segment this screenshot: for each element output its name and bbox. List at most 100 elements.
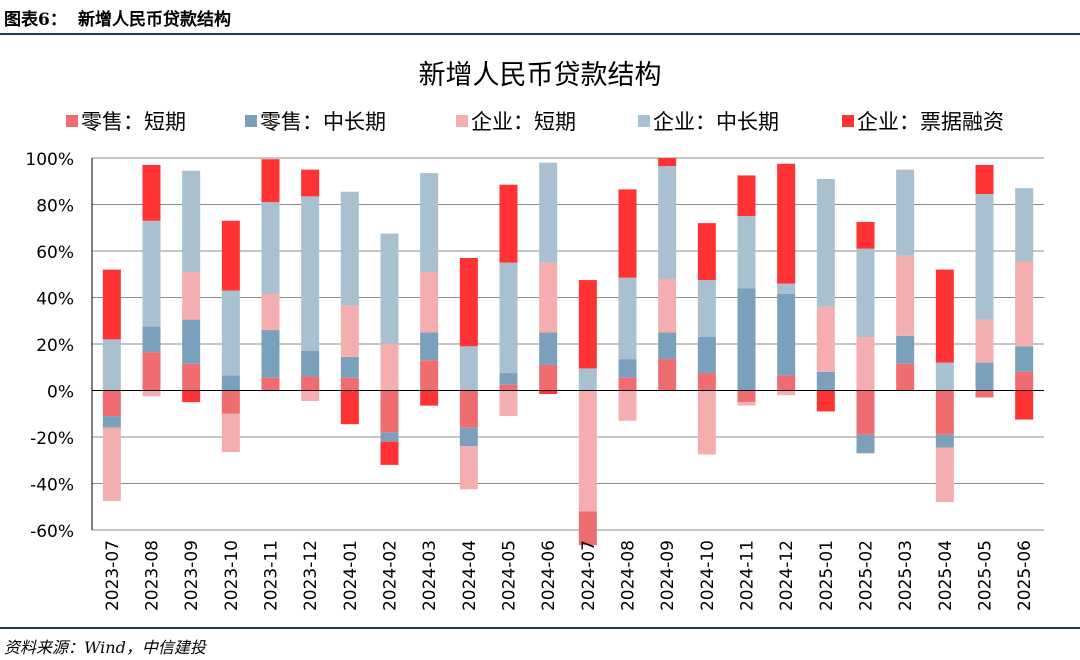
bar-segment: [182, 390, 201, 403]
bar-segment: [340, 191, 359, 306]
bar-segment: [618, 189, 637, 278]
bar-segment: [935, 362, 954, 391]
legend-item: 零售：中长期: [245, 110, 386, 134]
bar-segment: [697, 337, 716, 374]
bar-segment: [935, 447, 954, 503]
bar-segment: [102, 269, 121, 340]
bar-segment: [816, 306, 835, 372]
x-tick-label: 2025-02: [857, 540, 877, 611]
bar-segment: [142, 352, 161, 391]
bar-segment: [658, 332, 677, 360]
bar-segment: [975, 362, 994, 391]
x-tick-label: 2024-12: [777, 540, 797, 611]
legend-item: 企业：中长期: [638, 110, 779, 134]
x-tick-label: 2025-04: [936, 540, 956, 611]
bar-segment: [935, 434, 954, 448]
x-tick-label: 2024-09: [658, 540, 678, 611]
axes: -60% -40% -20% 0% 20% 40% 60% 80% 100% 2023-07 202…: [25, 150, 1044, 611]
x-tick-label: 2024-10: [698, 540, 718, 611]
bar-segment: [856, 390, 875, 435]
bar-segment: [261, 202, 280, 295]
bar-segment: [539, 364, 558, 391]
bar-segment: [499, 262, 518, 374]
legend-label: 零售：短期: [81, 110, 186, 134]
y-tick-label: 0%: [47, 383, 74, 403]
bar-segment: [737, 390, 756, 403]
bar-segment: [539, 332, 558, 365]
bar-segment: [618, 377, 637, 391]
bar-segment: [420, 332, 439, 361]
bar-segment: [499, 373, 518, 385]
legend-label: 零售：中长期: [260, 110, 386, 134]
bar-segment: [896, 335, 915, 364]
bar-segment: [737, 288, 756, 391]
bar-segment: [380, 432, 399, 442]
x-tick-label: 2024-11: [738, 540, 758, 611]
bar-segment: [420, 390, 439, 406]
bar-segment: [737, 175, 756, 217]
bar-segment: [102, 427, 121, 501]
bar-segment: [340, 305, 359, 357]
bar-segment: [1015, 188, 1034, 262]
legend-swatch: [638, 115, 650, 127]
top-rule: [0, 33, 1080, 35]
bar-segment: [380, 344, 399, 391]
bar-segment: [340, 356, 359, 378]
x-tick-label: 2024-02: [381, 540, 401, 611]
bar-segment: [459, 346, 478, 391]
y-tick-label: 20%: [36, 336, 74, 356]
bar-segment: [221, 220, 240, 291]
bar-segment: [578, 280, 597, 369]
y-tick-label: 60%: [36, 243, 74, 263]
bar-segment: [221, 413, 240, 453]
bar-segment: [697, 223, 716, 281]
bars: [102, 158, 1034, 546]
bar-segment: [102, 390, 121, 417]
bar-segment: [658, 158, 677, 167]
bar-segment: [261, 294, 280, 331]
bar-segment: [1015, 346, 1034, 372]
bar-segment: [737, 216, 756, 289]
bar-segment: [182, 363, 201, 391]
x-tick-label: 2024-08: [619, 540, 639, 611]
bar-segment: [499, 384, 518, 391]
bar-segment: [340, 390, 359, 425]
bar-segment: [856, 337, 875, 391]
bar-segment: [777, 283, 796, 295]
x-tick-label: 2025-03: [896, 540, 916, 611]
legend-label: 企业：短期: [471, 110, 576, 134]
legend-swatch: [245, 115, 257, 127]
bar-segment: [578, 368, 597, 391]
bar-segment: [1015, 390, 1034, 420]
bar-segment: [658, 278, 677, 333]
bar-segment: [102, 339, 121, 391]
bar-segment: [301, 196, 320, 351]
figure-title: 新增人民币贷款结构: [78, 10, 231, 30]
bottom-rule: [0, 627, 1080, 629]
bar-segment: [777, 163, 796, 284]
bar-segment: [301, 350, 320, 377]
bar-segment: [816, 371, 835, 391]
legend-swatch: [842, 115, 854, 127]
bar-segment: [499, 184, 518, 263]
chart-title: 新增人民币贷款结构: [419, 60, 662, 91]
bar-segment: [896, 363, 915, 391]
bar-segment: [578, 390, 597, 512]
bar-segment: [102, 416, 121, 428]
bar-segment: [697, 390, 716, 455]
x-tick-label: 2023-09: [182, 540, 202, 611]
bar-segment: [816, 390, 835, 412]
bar-segment: [221, 375, 240, 391]
legend-item: 企业：票据融资: [842, 110, 1004, 134]
legend-swatch: [456, 115, 468, 127]
bar-segment: [420, 173, 439, 272]
x-tick-label: 2024-04: [460, 540, 480, 611]
bar-segment: [618, 277, 637, 360]
bar-segment: [777, 390, 796, 396]
bar-segment: [459, 446, 478, 490]
x-tick-label: 2023-10: [222, 540, 242, 611]
bar-segment: [697, 280, 716, 338]
bar-segment: [380, 233, 399, 344]
bar-segment: [578, 511, 597, 546]
bar-segment: [777, 375, 796, 391]
